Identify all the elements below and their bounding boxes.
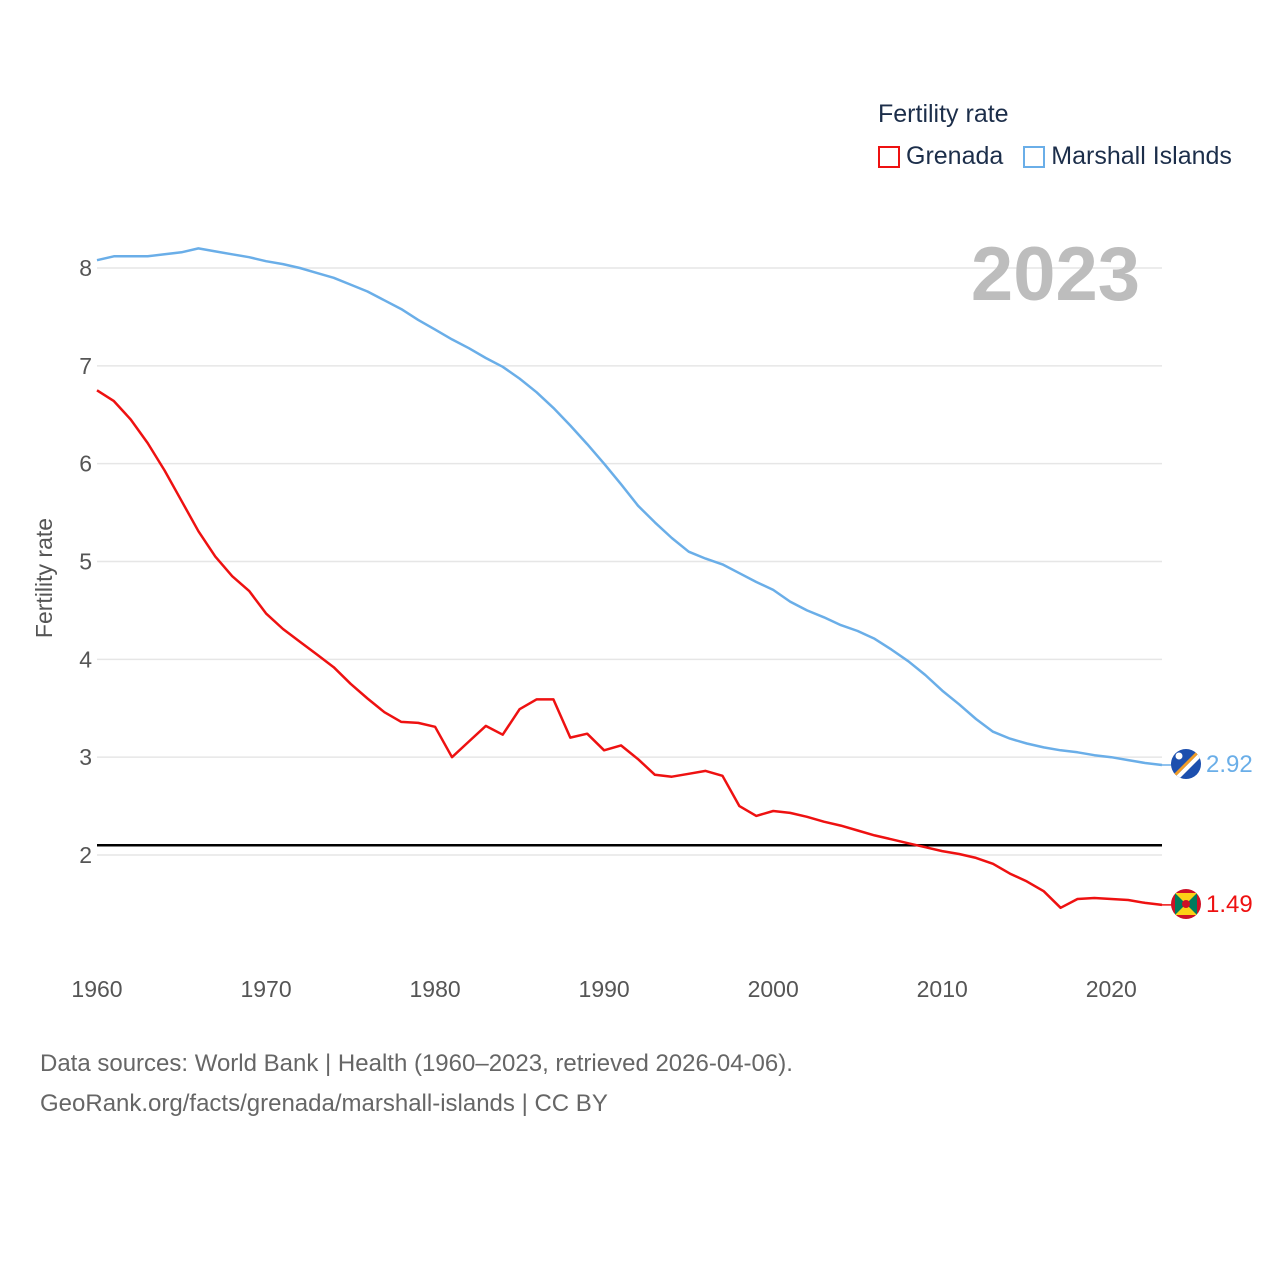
year-label: 2023 <box>971 232 1140 317</box>
x-tick-label: 1970 <box>240 976 291 1002</box>
x-tick-label: 1990 <box>579 976 630 1002</box>
y-tick-label: 2 <box>79 842 92 868</box>
marshall-islands-end-value: 2.92 <box>1206 751 1253 778</box>
grenada-flag-icon <box>1171 889 1201 919</box>
legend-item-marshall-islands[interactable]: Marshall Islands <box>1023 142 1232 171</box>
legend-swatch-grenada <box>878 145 900 168</box>
y-axis-title: Fertility rate <box>31 518 57 638</box>
y-tick-label: 6 <box>79 451 92 477</box>
legend-label-marshall-islands: Marshall Islands <box>1051 142 1232 170</box>
grid-lines <box>97 267 1162 856</box>
grenada-end-value: 1.49 <box>1206 891 1253 918</box>
legend-swatch-marshall-islands <box>1023 145 1046 168</box>
x-tick-label: 1980 <box>410 976 461 1002</box>
legend-item-grenada[interactable]: Grenada <box>878 142 1003 171</box>
x-tick-label: 2020 <box>1086 976 1137 1002</box>
legend-label-grenada: Grenada <box>906 142 1004 170</box>
y-tick-label: 3 <box>79 744 92 770</box>
legend-title: Fertility rate <box>878 100 1009 128</box>
x-tick-label: 2000 <box>748 976 799 1002</box>
sources-line-1: Data sources: World Bank | Health (1960–… <box>40 1050 793 1077</box>
x-axis-ticks: 1960 1970 1980 1990 2000 2010 2020 <box>71 976 1136 1002</box>
data-sources: Data sources: World Bank | Health (1960–… <box>40 1044 793 1124</box>
marshall-islands-flag-icon <box>1171 749 1201 779</box>
series-lines <box>96 247 1172 910</box>
series-line-grenada[interactable] <box>96 389 1163 910</box>
series-line-marshall-islands[interactable] <box>96 247 1163 767</box>
legend: Grenada Marshall Islands <box>878 142 1252 171</box>
x-tick-label: 1960 <box>71 976 122 1002</box>
y-axis-ticks: 2 3 4 5 6 7 8 <box>79 255 92 868</box>
y-tick-label: 5 <box>79 549 92 575</box>
sources-line-2[interactable]: GeoRank.org/facts/grenada/marshall-islan… <box>40 1090 608 1117</box>
y-tick-label: 4 <box>79 646 92 672</box>
y-tick-label: 7 <box>79 353 92 379</box>
y-tick-label: 8 <box>79 255 92 281</box>
x-tick-label: 2010 <box>917 976 968 1002</box>
